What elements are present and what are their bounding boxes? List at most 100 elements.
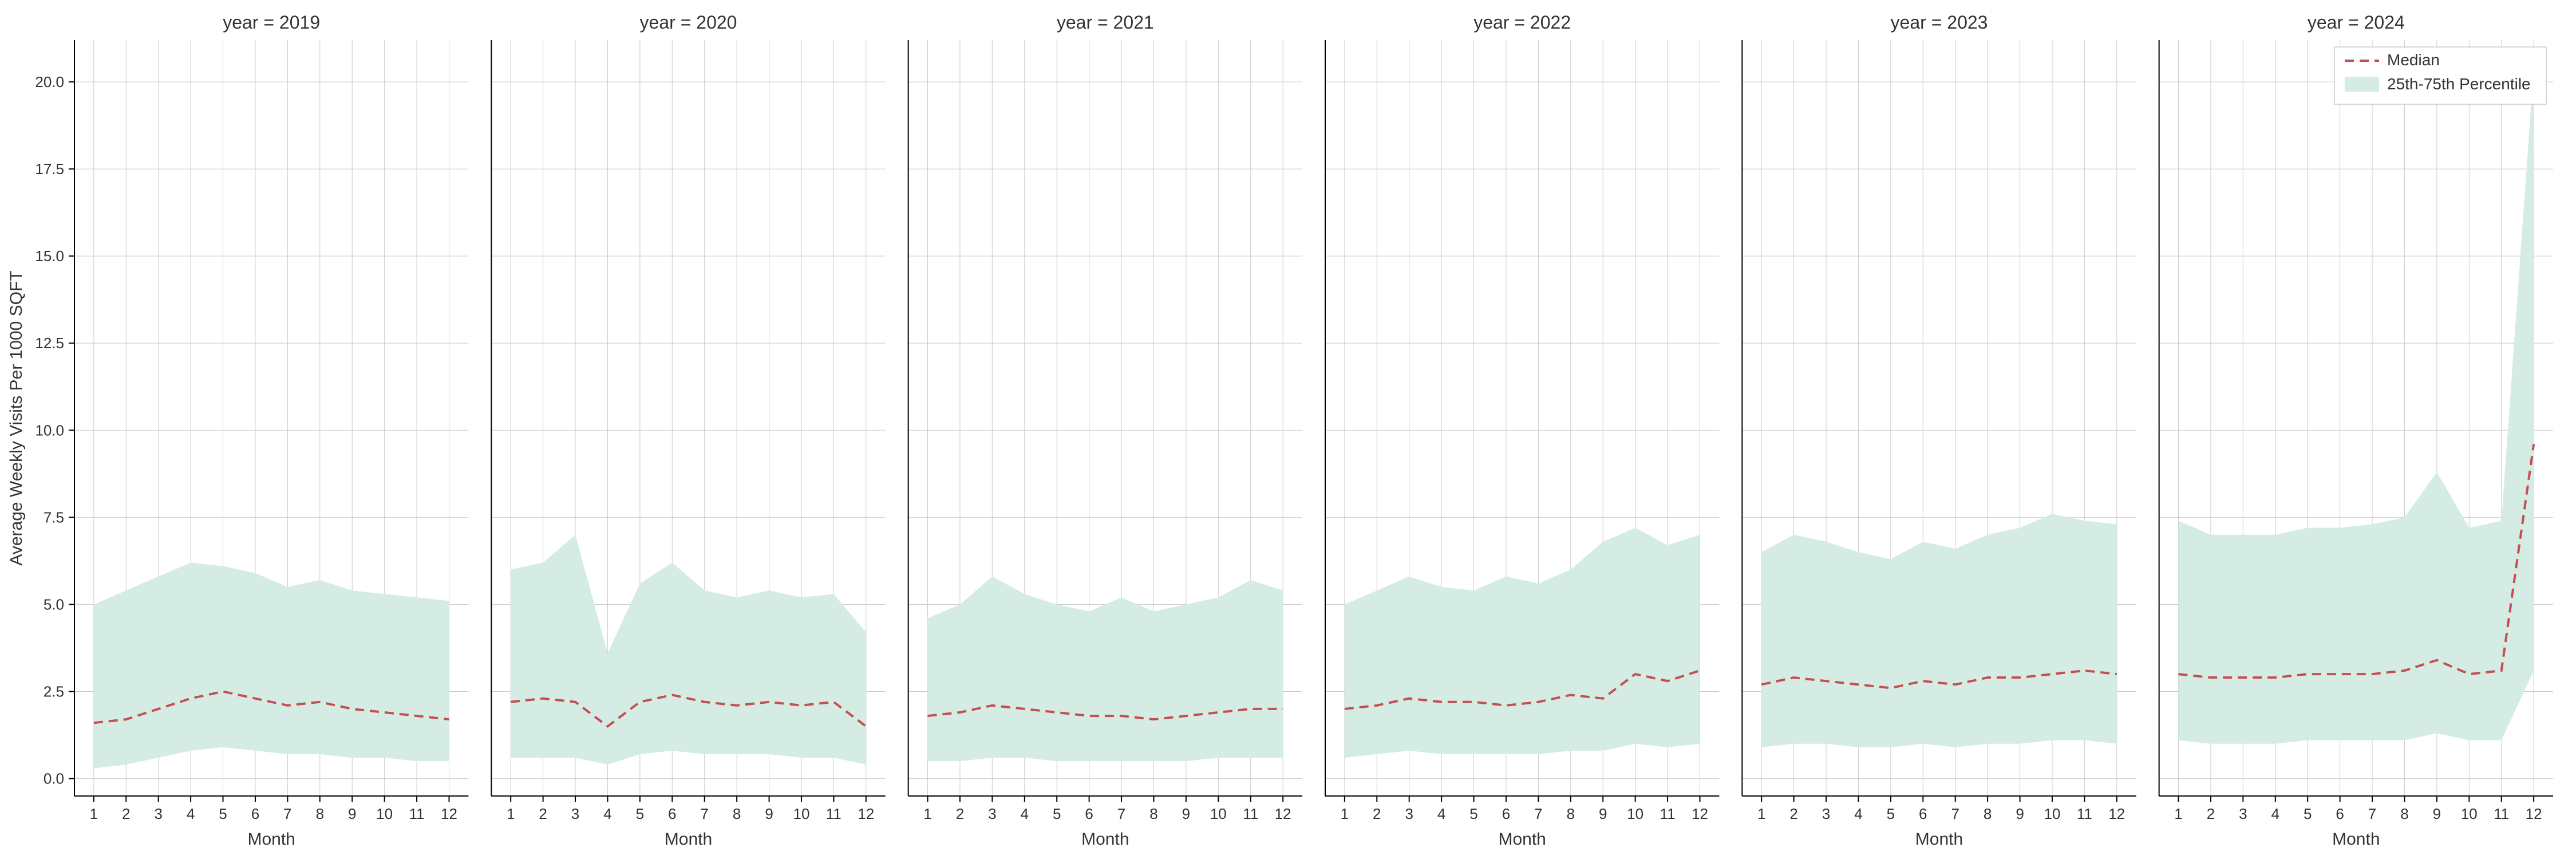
- x-tick-label: 8: [1149, 805, 1157, 822]
- x-tick-label: 9: [2016, 805, 2024, 822]
- legend-label: Median: [2387, 51, 2440, 69]
- x-tick-label: 1: [923, 805, 931, 822]
- x-tick-label: 7: [1951, 805, 1959, 822]
- x-tick-label: 12: [2108, 805, 2125, 822]
- x-tick-label: 2: [2207, 805, 2215, 822]
- chart-svg: Average Weekly Visits Per 1000 SQFT12345…: [0, 0, 2576, 859]
- x-axis-label: Month: [1498, 830, 1546, 849]
- x-tick-label: 7: [1534, 805, 1542, 822]
- y-tick-label: 0.0: [44, 770, 64, 787]
- x-tick-label: 2: [1373, 805, 1381, 822]
- x-tick-label: 7: [2368, 805, 2376, 822]
- x-tick-label: 11: [1660, 805, 1676, 822]
- chart-panel: 123456789101112Monthyear = 2022: [1325, 12, 1719, 849]
- x-axis-label: Month: [1915, 830, 1963, 849]
- x-tick-label: 8: [1567, 805, 1575, 822]
- x-tick-label: 6: [668, 805, 676, 822]
- legend-swatch-band: [2345, 77, 2379, 92]
- y-tick-label: 17.5: [35, 160, 64, 178]
- facet-line-chart: Average Weekly Visits Per 1000 SQFT12345…: [0, 0, 2576, 859]
- x-tick-label: 7: [700, 805, 708, 822]
- panel-title: year = 2021: [1057, 12, 1154, 33]
- x-tick-label: 5: [2304, 805, 2312, 822]
- x-tick-label: 10: [793, 805, 810, 822]
- x-tick-label: 3: [1405, 805, 1413, 822]
- panel-title: year = 2019: [223, 12, 320, 33]
- x-tick-label: 1: [1757, 805, 1765, 822]
- x-tick-label: 6: [1085, 805, 1093, 822]
- chart-panel: 123456789101112Monthyear = 2021: [908, 12, 1302, 849]
- y-tick-label: 2.5: [44, 683, 64, 700]
- x-tick-label: 4: [1437, 805, 1445, 822]
- x-tick-label: 2: [956, 805, 964, 822]
- x-axis-label: Month: [1081, 830, 1129, 849]
- x-tick-label: 5: [1469, 805, 1477, 822]
- x-tick-label: 10: [2044, 805, 2061, 822]
- percentile-band: [1345, 528, 1700, 758]
- y-tick-label: 10.0: [35, 421, 64, 439]
- x-tick-label: 10: [1210, 805, 1227, 822]
- x-tick-label: 5: [636, 805, 644, 822]
- x-tick-label: 9: [2433, 805, 2441, 822]
- x-tick-label: 12: [858, 805, 874, 822]
- x-tick-label: 8: [733, 805, 741, 822]
- x-tick-label: 11: [409, 805, 425, 822]
- x-tick-label: 6: [251, 805, 259, 822]
- panel-title: year = 2024: [2308, 12, 2405, 33]
- percentile-band: [511, 535, 866, 765]
- percentile-band: [2179, 68, 2534, 744]
- x-tick-label: 10: [1627, 805, 1643, 822]
- x-axis-label: Month: [247, 830, 295, 849]
- x-tick-label: 1: [2174, 805, 2182, 822]
- x-tick-label: 4: [1021, 805, 1029, 822]
- x-axis-label: Month: [2332, 830, 2380, 849]
- x-tick-label: 7: [283, 805, 291, 822]
- x-tick-label: 11: [2494, 805, 2509, 822]
- x-tick-label: 11: [826, 805, 841, 822]
- chart-panel: 123456789101112Monthyear = 2023: [1742, 12, 2136, 849]
- y-tick-label: 12.5: [35, 334, 64, 352]
- x-tick-label: 8: [1984, 805, 1992, 822]
- x-tick-label: 9: [348, 805, 356, 822]
- x-tick-label: 3: [1822, 805, 1830, 822]
- x-tick-label: 5: [219, 805, 227, 822]
- legend-label: 25th-75th Percentile: [2387, 75, 2531, 93]
- percentile-band: [94, 562, 449, 768]
- x-tick-label: 8: [316, 805, 324, 822]
- x-tick-label: 3: [571, 805, 579, 822]
- x-tick-label: 12: [441, 805, 457, 822]
- percentile-band: [1761, 514, 2117, 747]
- x-tick-label: 9: [765, 805, 773, 822]
- x-tick-label: 1: [1341, 805, 1349, 822]
- x-tick-label: 12: [1275, 805, 1291, 822]
- x-tick-label: 6: [1502, 805, 1510, 822]
- y-tick-label: 20.0: [35, 73, 64, 90]
- x-tick-label: 6: [1919, 805, 1927, 822]
- x-tick-label: 1: [90, 805, 98, 822]
- chart-panel: 123456789101112Monthyear = 2020: [491, 12, 885, 849]
- x-tick-label: 3: [2239, 805, 2247, 822]
- panel-title: year = 2020: [640, 12, 737, 33]
- x-tick-label: 2: [539, 805, 547, 822]
- panel-title: year = 2022: [1473, 12, 1571, 33]
- x-axis-label: Month: [665, 830, 712, 849]
- chart-panel: 123456789101112Monthyear = 2024Median25t…: [2159, 12, 2553, 849]
- x-tick-label: 8: [2400, 805, 2408, 822]
- x-tick-label: 4: [2271, 805, 2279, 822]
- y-tick-label: 7.5: [44, 509, 64, 526]
- chart-panel: 123456789101112Month0.02.55.07.510.012.5…: [35, 12, 468, 849]
- x-tick-label: 2: [1789, 805, 1797, 822]
- x-tick-label: 3: [154, 805, 162, 822]
- y-tick-label: 15.0: [35, 247, 64, 265]
- x-tick-label: 9: [1599, 805, 1607, 822]
- y-axis-label: Average Weekly Visits Per 1000 SQFT: [7, 270, 26, 565]
- x-tick-label: 3: [988, 805, 996, 822]
- x-tick-label: 5: [1887, 805, 1895, 822]
- x-tick-label: 4: [1854, 805, 1862, 822]
- x-tick-label: 6: [2336, 805, 2344, 822]
- x-tick-label: 12: [2526, 805, 2542, 822]
- y-tick-label: 5.0: [44, 596, 64, 613]
- x-tick-label: 1: [507, 805, 515, 822]
- x-tick-label: 11: [2077, 805, 2092, 822]
- legend: Median 25th-75th Percentile: [2334, 47, 2546, 104]
